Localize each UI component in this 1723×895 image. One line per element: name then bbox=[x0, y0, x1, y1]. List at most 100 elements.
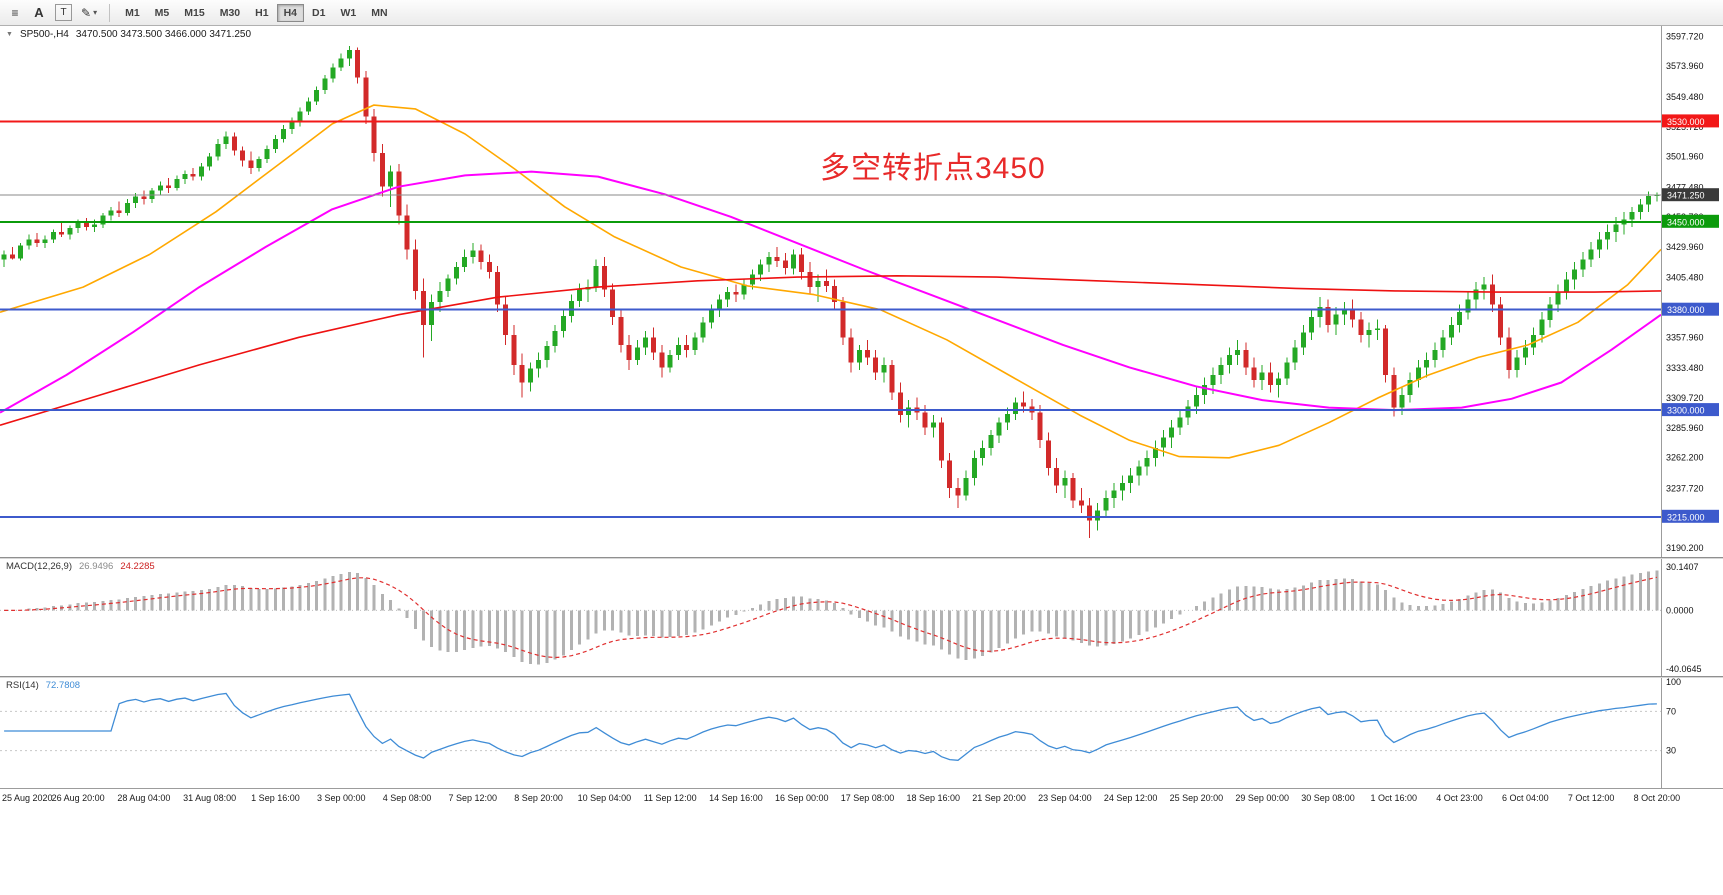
svg-text:3573.960: 3573.960 bbox=[1666, 61, 1704, 71]
macd-signal-line bbox=[4, 576, 1658, 659]
time-label: 21 Sep 20:00 bbox=[972, 793, 1026, 803]
time-label: 4 Sep 08:00 bbox=[382, 793, 432, 803]
svg-text:70: 70 bbox=[1666, 706, 1676, 716]
ohlc-values: 3470.500 3473.500 3466.000 3471.250 bbox=[75, 29, 252, 40]
time-label: 23 Sep 04:00 bbox=[1038, 793, 1092, 803]
svg-text:3405.480: 3405.480 bbox=[1666, 273, 1704, 283]
time-label: 29 Sep 00:00 bbox=[1235, 793, 1289, 803]
svg-text:3300.000: 3300.000 bbox=[1667, 406, 1705, 416]
toolbar-separator bbox=[109, 3, 111, 22]
chart-title: ▼ SP500-,H4 3470.500 3473.500 3466.000 3… bbox=[6, 29, 251, 40]
price-plot[interactable]: 3597.7203573.9603549.4803525.7203501.960… bbox=[0, 26, 1723, 557]
svg-text:3597.720: 3597.720 bbox=[1666, 31, 1704, 41]
svg-text:3285.960: 3285.960 bbox=[1666, 423, 1704, 433]
time-label: 1 Oct 16:00 bbox=[1370, 793, 1418, 803]
timeframe-h1-button[interactable]: H1 bbox=[248, 4, 275, 22]
svg-text:3530.000: 3530.000 bbox=[1667, 117, 1705, 127]
horizontal-level-lines[interactable] bbox=[0, 120, 1661, 518]
svg-text:3429.960: 3429.960 bbox=[1666, 242, 1704, 252]
rsi-value: 72.7808 bbox=[45, 680, 81, 691]
svg-text:3237.720: 3237.720 bbox=[1666, 483, 1704, 493]
rsi-plot: 100 70 30 bbox=[0, 678, 1681, 788]
ma-slow-red bbox=[0, 275, 1662, 426]
svg-text:30.1407: 30.1407 bbox=[1666, 562, 1699, 572]
candlesticks bbox=[1, 46, 1660, 539]
chevron-down-icon: ▾ bbox=[93, 8, 98, 17]
indicator-list-icon[interactable]: ≡ bbox=[4, 2, 26, 23]
timeframe-mn-button[interactable]: MN bbox=[364, 4, 394, 22]
time-label: 14 Sep 16:00 bbox=[709, 793, 763, 803]
rsi-label: RSI(14) 72.7808 bbox=[6, 680, 80, 691]
timeframe-w1-button[interactable]: W1 bbox=[333, 4, 363, 22]
collapse-icon[interactable]: ▼ bbox=[6, 31, 13, 38]
time-label: 30 Sep 08:00 bbox=[1301, 793, 1355, 803]
time-label: 25 Sep 20:00 bbox=[1169, 793, 1224, 803]
draw-tool-dropdown[interactable]: ✎ ▾ bbox=[77, 2, 101, 23]
time-label: 17 Sep 08:00 bbox=[840, 793, 895, 803]
price-axis-labels: 3597.7203573.9603549.4803525.7203501.960… bbox=[1666, 31, 1704, 553]
time-label: 3 Sep 00:00 bbox=[316, 793, 366, 803]
timeframe-d1-button[interactable]: D1 bbox=[305, 4, 332, 22]
timeframe-h4-button[interactable]: H4 bbox=[276, 3, 305, 22]
time-label: 8 Sep 20:00 bbox=[514, 793, 563, 803]
time-label: 7 Sep 12:00 bbox=[448, 793, 498, 803]
rsi-panel[interactable]: 100 70 30 RSI(14) 72.7808 bbox=[0, 678, 1723, 788]
svg-text:-40.0645: -40.0645 bbox=[1666, 664, 1702, 674]
svg-text:100: 100 bbox=[1666, 678, 1681, 687]
svg-text:3450.000: 3450.000 bbox=[1667, 217, 1705, 227]
font-tool-button[interactable]: A bbox=[28, 2, 50, 23]
time-label: 11 Sep 12:00 bbox=[643, 793, 697, 803]
svg-text:3501.960: 3501.960 bbox=[1666, 152, 1704, 162]
rsi-name: RSI(14) bbox=[6, 680, 39, 691]
rsi-level-lines bbox=[0, 710, 1661, 752]
main-price-chart[interactable]: 3597.7203573.9603549.4803525.7203501.960… bbox=[0, 26, 1723, 557]
pencil-icon: ✎ bbox=[81, 5, 92, 20]
time-label: 8 Oct 20:00 bbox=[1633, 793, 1681, 803]
svg-text:3215.000: 3215.000 bbox=[1667, 512, 1705, 522]
macd-axis-labels: 30.1407 0.0000 -40.0645 bbox=[1666, 562, 1702, 674]
time-label: 10 Sep 04:00 bbox=[577, 793, 632, 803]
svg-text:0.0000: 0.0000 bbox=[1666, 605, 1694, 615]
svg-text:3333.480: 3333.480 bbox=[1666, 363, 1704, 373]
panel-splitter[interactable] bbox=[0, 557, 1723, 559]
macd-plot: 30.1407 0.0000 -40.0645 bbox=[0, 559, 1702, 676]
macd-panel[interactable]: 30.1407 0.0000 -40.0645 MACD(12,26,9) 26.9… bbox=[0, 559, 1723, 676]
time-label: 6 Oct 04:00 bbox=[1502, 793, 1549, 803]
svg-text:3357.960: 3357.960 bbox=[1666, 332, 1704, 342]
top-toolbar: ≡ A T ✎ ▾ M1 M5 M15 M30 H1 H4 D1 W1 MN bbox=[0, 0, 1723, 26]
time-label: 1 Sep 16:00 bbox=[251, 793, 300, 803]
time-label: 7 Oct 12:00 bbox=[1567, 793, 1615, 803]
timeframe-m15-button[interactable]: M15 bbox=[177, 4, 211, 22]
ma-mid-magenta bbox=[0, 170, 1662, 414]
text-tool-button[interactable]: T bbox=[55, 4, 72, 21]
macd-signal-value: 24.2285 bbox=[120, 561, 155, 572]
bottom-whitespace bbox=[0, 810, 1723, 895]
macd-histogram bbox=[10, 570, 1659, 665]
panel-splitter[interactable] bbox=[0, 676, 1723, 678]
rsi-axis-labels: 100 70 30 bbox=[1666, 678, 1681, 756]
svg-text:3549.480: 3549.480 bbox=[1666, 92, 1704, 102]
svg-text:3190.200: 3190.200 bbox=[1666, 543, 1704, 553]
svg-text:3309.720: 3309.720 bbox=[1666, 393, 1704, 403]
svg-text:30: 30 bbox=[1666, 746, 1676, 756]
svg-text:3477.480: 3477.480 bbox=[1666, 182, 1704, 192]
time-label: 31 Aug 08:00 bbox=[183, 793, 237, 803]
time-label: 16 Sep 00:00 bbox=[774, 793, 829, 803]
time-label: 25 Aug 2020 bbox=[2, 793, 53, 803]
timeframe-group: M1 M5 M15 M30 H1 H4 D1 W1 MN bbox=[118, 3, 394, 22]
timeframe-m5-button[interactable]: M5 bbox=[148, 4, 177, 22]
time-label: 24 Sep 12:00 bbox=[1103, 793, 1158, 803]
timeframe-m1-button[interactable]: M1 bbox=[118, 4, 147, 22]
price-badges: 3530.000 3471.250 3450.000 3380.000 3300.000… bbox=[1662, 114, 1719, 523]
symbol-name: SP500-,H4 bbox=[19, 29, 69, 40]
time-label: 4 Oct 23:00 bbox=[1436, 793, 1483, 803]
rsi-line bbox=[4, 692, 1657, 761]
timeframe-m30-button[interactable]: M30 bbox=[213, 4, 247, 22]
macd-main-value: 26.9496 bbox=[79, 561, 114, 572]
macd-name: MACD(12,26,9) bbox=[6, 561, 72, 572]
time-axis[interactable]: 25 Aug 2020 26 Aug 20:00 28 Aug 04:00 31 Au… bbox=[0, 788, 1723, 810]
time-label: 28 Aug 04:00 bbox=[117, 793, 171, 803]
svg-text:3262.200: 3262.200 bbox=[1666, 453, 1704, 463]
chart-annotation-text: 多空转折点3450 bbox=[820, 152, 1046, 185]
